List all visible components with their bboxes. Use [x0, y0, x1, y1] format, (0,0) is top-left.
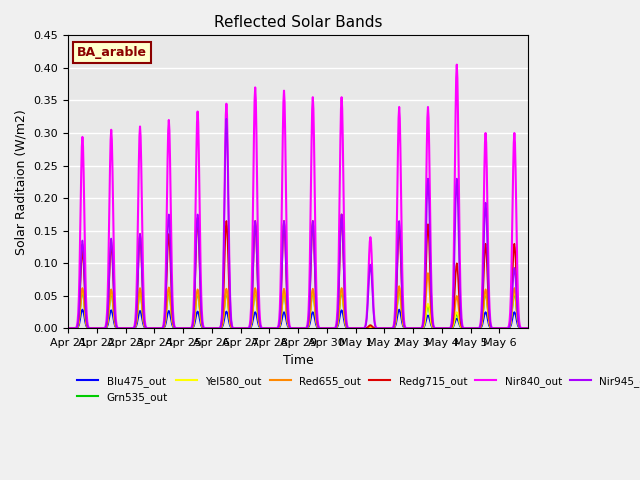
Red655_out: [524, 325, 532, 331]
Redg715_out: [243, 325, 251, 331]
Line: Nir840_out: Nir840_out: [68, 65, 528, 328]
Yel580_out: [64, 325, 72, 331]
Redg715_out: [346, 325, 353, 331]
Yel580_out: [225, 315, 233, 321]
Nir945_out: [524, 325, 532, 331]
Grn535_out: [203, 325, 211, 331]
Nir840_out: [243, 325, 251, 331]
Nir945_out: [244, 325, 252, 331]
Blu475_out: [79, 307, 86, 312]
Nir840_out: [371, 318, 378, 324]
Yel580_out: [353, 325, 360, 331]
Grn535_out: [353, 325, 360, 331]
Line: Yel580_out: Yel580_out: [68, 288, 528, 328]
Grn535_out: [118, 325, 126, 331]
Blu475_out: [226, 323, 234, 329]
Grn535_out: [243, 325, 251, 331]
Redg715_out: [225, 296, 233, 301]
Yel580_out: [371, 325, 379, 331]
Blu475_out: [353, 325, 360, 331]
Yel580_out: [396, 285, 403, 290]
Redg715_out: [380, 325, 388, 331]
Nir840_out: [453, 62, 461, 68]
Yel580_out: [243, 325, 251, 331]
Redg715_out: [524, 325, 532, 331]
Blu475_out: [244, 325, 252, 331]
Red655_out: [371, 325, 379, 331]
Grn535_out: [371, 325, 379, 331]
Nir945_out: [64, 325, 72, 331]
Blu475_out: [346, 325, 353, 331]
Grn535_out: [64, 325, 72, 331]
Text: BA_arable: BA_arable: [77, 46, 147, 59]
Title: Reflected Solar Bands: Reflected Solar Bands: [214, 15, 382, 30]
Blu475_out: [372, 325, 380, 331]
Redg715_out: [203, 325, 211, 331]
Nir840_out: [225, 264, 233, 269]
Nir840_out: [345, 325, 353, 331]
Yel580_out: [118, 325, 126, 331]
Nir840_out: [64, 325, 72, 331]
X-axis label: Time: Time: [283, 354, 314, 367]
Red655_out: [243, 325, 251, 331]
Blu475_out: [204, 325, 211, 331]
Nir945_out: [203, 325, 211, 331]
Grn535_out: [524, 325, 532, 331]
Line: Grn535_out: Grn535_out: [68, 289, 528, 328]
Red655_out: [424, 270, 432, 276]
Blu475_out: [64, 325, 72, 331]
Nir840_out: [524, 325, 532, 331]
Nir945_out: [346, 325, 353, 331]
Legend: Blu475_out, Grn535_out, Yel580_out, Red655_out, Redg715_out, Nir840_out, Nir945_: Blu475_out, Grn535_out, Yel580_out, Red6…: [73, 372, 640, 407]
Nir945_out: [371, 323, 379, 329]
Nir840_out: [118, 325, 126, 331]
Grn535_out: [345, 325, 353, 331]
Red655_out: [353, 325, 360, 331]
Grn535_out: [225, 315, 233, 321]
Grn535_out: [396, 287, 403, 292]
Y-axis label: Solar Raditaion (W/m2): Solar Raditaion (W/m2): [15, 109, 28, 255]
Line: Red655_out: Red655_out: [68, 273, 528, 328]
Nir840_out: [203, 325, 211, 331]
Line: Blu475_out: Blu475_out: [68, 310, 528, 328]
Red655_out: [203, 325, 211, 331]
Yel580_out: [203, 325, 211, 331]
Nir945_out: [226, 292, 234, 298]
Blu475_out: [119, 325, 127, 331]
Line: Nir945_out: Nir945_out: [68, 119, 528, 328]
Red655_out: [118, 325, 126, 331]
Nir945_out: [118, 325, 126, 331]
Redg715_out: [64, 325, 72, 331]
Red655_out: [64, 325, 72, 331]
Blu475_out: [524, 325, 532, 331]
Redg715_out: [338, 212, 346, 217]
Line: Redg715_out: Redg715_out: [68, 215, 528, 328]
Nir945_out: [223, 116, 230, 121]
Red655_out: [225, 314, 233, 320]
Yel580_out: [524, 325, 532, 331]
Yel580_out: [345, 325, 353, 331]
Redg715_out: [118, 325, 126, 331]
Red655_out: [345, 325, 353, 331]
Redg715_out: [371, 325, 379, 331]
